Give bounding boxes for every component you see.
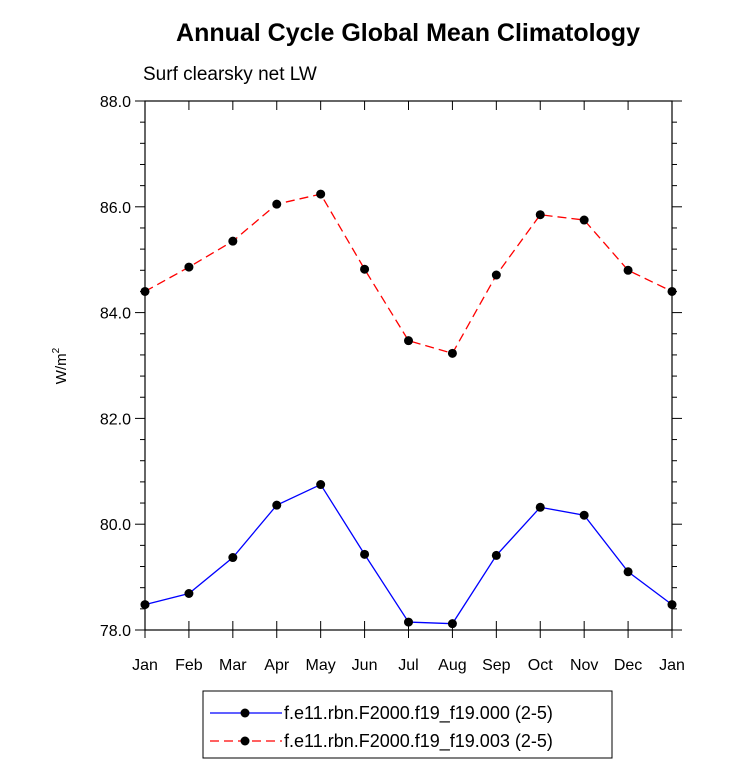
data-point (447, 619, 457, 629)
data-point (535, 502, 545, 512)
x-tick-label: Apr (264, 657, 290, 674)
y-axis-label: W/m2 (51, 347, 70, 384)
x-tick-label: Jun (352, 657, 378, 674)
x-tick-labels: Jan Feb Mar Apr May Jun Jul Aug Sep Oct Nov Dec Jan (132, 657, 685, 674)
series-2 (140, 189, 677, 358)
data-point (404, 617, 413, 627)
series-layer (140, 189, 677, 629)
data-point (316, 480, 326, 490)
x-tick-label: Jul (398, 657, 418, 674)
x-tick-label: Dec (614, 657, 642, 674)
data-point (228, 236, 238, 246)
data-point (447, 348, 457, 358)
x-tick-label: Aug (438, 657, 466, 674)
y-tick-label: 80.0 (100, 517, 131, 534)
plot-frame (144, 100, 673, 631)
data-point (623, 567, 633, 577)
x-tick-label: Jan (659, 657, 685, 674)
y-tick-label: 84.0 (100, 306, 131, 323)
x-tick-label: Nov (570, 657, 598, 674)
legend-label: f.e11.rbn.F2000.f19_f19.003 (2-5) (284, 731, 553, 752)
chart-subtitle: Surf clearsky net LW (143, 64, 317, 85)
data-point (491, 550, 501, 560)
data-point (272, 199, 282, 209)
data-point (360, 549, 370, 559)
data-point (228, 553, 238, 563)
legend-marker (240, 708, 250, 718)
data-point (316, 189, 326, 199)
y-axis-label-text: W/m (53, 353, 70, 384)
data-point (272, 500, 282, 510)
y-tick-label: 82.0 (100, 411, 131, 428)
legend-marker (240, 736, 250, 746)
data-point (535, 210, 545, 220)
data-point (623, 265, 633, 275)
legend-box (202, 690, 613, 759)
legend-label: f.e11.rbn.F2000.f19_f19.000 (2-5) (284, 703, 553, 724)
y-tick-label: 86.0 (100, 200, 131, 217)
series-line (144, 193, 673, 355)
legend: f.e11.rbn.F2000.f19_f19.000 (2-5) f.e11.r… (210, 703, 553, 752)
data-point (184, 262, 194, 272)
y-tick-labels: 78.0 80.0 82.0 84.0 86.0 88.0 (100, 94, 131, 640)
axis-ticks (135, 100, 682, 638)
x-tick-label: Oct (528, 657, 553, 674)
data-point (491, 270, 501, 280)
series-1 (140, 480, 677, 629)
y-tick-label: 78.0 (100, 623, 131, 640)
data-point (404, 336, 413, 346)
x-tick-label: Mar (219, 657, 247, 674)
x-tick-label: Jan (132, 657, 158, 674)
x-tick-label: Feb (175, 657, 203, 674)
data-point (579, 510, 589, 520)
series-line (144, 483, 673, 625)
data-point (360, 264, 370, 274)
x-tick-label: May (306, 657, 336, 674)
svg-text:W/m2: W/m2 (51, 347, 70, 384)
data-point (184, 588, 194, 598)
x-tick-label: Sep (482, 657, 511, 674)
y-axis-label-superscript: 2 (51, 347, 62, 353)
data-point (579, 215, 589, 225)
chart-title: Annual Cycle Global Mean Climatology (176, 19, 640, 47)
y-tick-label: 88.0 (100, 94, 131, 111)
